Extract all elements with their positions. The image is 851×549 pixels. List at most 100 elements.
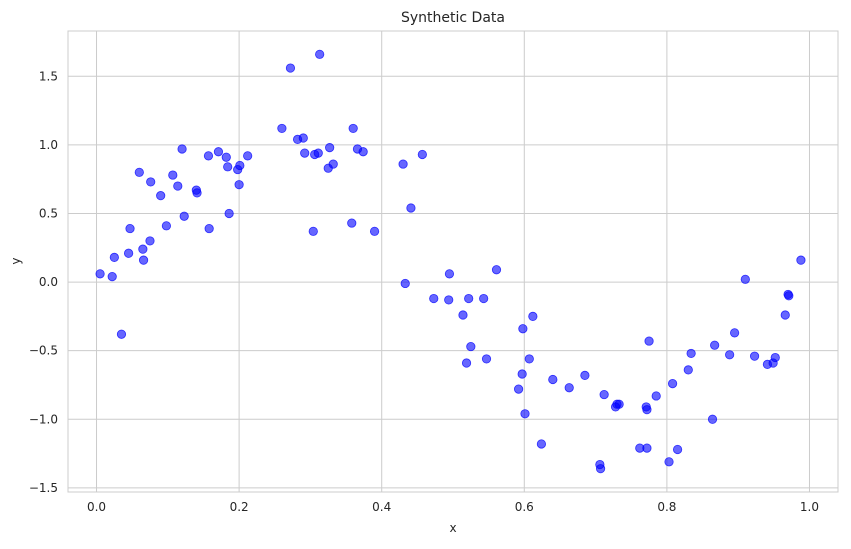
plot-area-frame xyxy=(67,30,839,493)
scatter-point xyxy=(644,336,654,346)
grid-lines xyxy=(68,31,838,492)
y-tick-label: −1.0 xyxy=(29,412,58,426)
scatter-point xyxy=(524,354,534,364)
scatter-point xyxy=(481,354,492,364)
scatter-point xyxy=(134,167,144,177)
scatter-point xyxy=(285,63,296,73)
scatter-point xyxy=(784,291,794,301)
scatter-point xyxy=(235,160,245,171)
scatter-point xyxy=(749,351,760,361)
scatter-point xyxy=(204,223,214,234)
scatter-point xyxy=(308,226,318,236)
scatter-point xyxy=(564,383,574,393)
y-tick-labels: −1.5 −1.0 −0.5 0.0 0.5 1.0 1.5 xyxy=(29,69,58,495)
scatter-point xyxy=(536,439,547,449)
scatter-point xyxy=(221,152,231,162)
scatter-point xyxy=(348,123,358,134)
scatter-point xyxy=(642,443,652,453)
scatter-point xyxy=(177,144,187,154)
scatter-point xyxy=(444,295,454,305)
scatter-point xyxy=(466,341,476,352)
scatter-point xyxy=(444,269,455,279)
scatter-point xyxy=(642,405,652,415)
chart-title: Synthetic Data xyxy=(401,10,505,26)
scatter-point xyxy=(518,324,528,334)
scatter-point xyxy=(313,148,323,158)
x-tick-label: 0.0 xyxy=(87,500,106,514)
scatter-point xyxy=(179,211,189,221)
scatter-point xyxy=(109,252,119,262)
scatter-point xyxy=(138,255,149,265)
scatter-point xyxy=(116,329,127,339)
scatter-point xyxy=(369,226,380,236)
scatter-point xyxy=(277,123,287,134)
scatter-point xyxy=(580,370,590,380)
scatter-point xyxy=(520,409,530,419)
scatter-point xyxy=(725,350,735,360)
scatter-point xyxy=(328,159,338,169)
scatter-point xyxy=(168,170,178,180)
y-axis-label: y xyxy=(9,257,23,264)
x-tick-label: 1.0 xyxy=(800,500,819,514)
scatter-point xyxy=(95,269,105,279)
scatter-point xyxy=(683,365,693,375)
scatter-point xyxy=(107,271,117,282)
x-tick-label: 0.4 xyxy=(372,500,391,514)
scatter-point xyxy=(298,133,308,143)
scatter-point xyxy=(243,151,253,161)
scatter-point xyxy=(146,177,156,187)
scatter-point xyxy=(664,457,674,467)
y-tick-label: 1.5 xyxy=(39,69,58,83)
scatter-point xyxy=(595,464,606,474)
scatter-point xyxy=(161,221,171,231)
scatter-point xyxy=(548,374,558,385)
scatter-point xyxy=(528,311,538,321)
scatter-point xyxy=(780,310,790,320)
scatter-point xyxy=(315,49,325,59)
x-tick-label: 0.2 xyxy=(230,500,249,514)
scatter-point xyxy=(479,293,489,304)
scatter-point xyxy=(464,293,474,304)
scatter-point xyxy=(429,293,439,304)
scatter-point xyxy=(461,358,472,368)
scatter-point xyxy=(234,180,244,190)
scatter-point xyxy=(358,147,368,157)
scatter-point xyxy=(398,159,408,169)
scatter-point xyxy=(740,274,750,284)
scatter-point xyxy=(125,223,135,234)
scatter-point xyxy=(156,191,166,201)
scatter-point xyxy=(203,151,214,161)
scatter-point xyxy=(192,188,202,198)
y-tick-label: 0.5 xyxy=(39,206,58,220)
scatter-point xyxy=(730,328,740,338)
scatter-point xyxy=(173,181,183,191)
scatter-point xyxy=(300,148,310,158)
scatter-point xyxy=(651,391,661,401)
y-tick-label: −0.5 xyxy=(29,344,58,358)
scatter-point xyxy=(138,244,148,254)
scatter-point xyxy=(458,310,468,320)
scatter-point xyxy=(672,444,683,455)
scatter-point xyxy=(513,384,524,394)
scatter-point xyxy=(614,399,624,409)
scatter-point xyxy=(400,278,410,289)
scatter-point xyxy=(224,208,234,219)
scatter-point xyxy=(347,218,357,228)
scatter-point xyxy=(796,255,806,265)
x-axis-label: x xyxy=(449,521,456,535)
scatter-point xyxy=(667,379,678,389)
scatter-point xyxy=(417,149,427,160)
scatter-point xyxy=(707,414,718,424)
data-points xyxy=(95,49,806,474)
scatter-point xyxy=(686,348,696,359)
scatter-point xyxy=(599,389,609,400)
y-tick-label: 0.0 xyxy=(39,275,58,289)
scatter-point xyxy=(213,147,224,157)
scatter-point xyxy=(223,162,233,172)
y-tick-label: −1.5 xyxy=(29,481,58,495)
scatter-point xyxy=(491,265,502,275)
x-tick-label: 0.6 xyxy=(515,500,534,514)
